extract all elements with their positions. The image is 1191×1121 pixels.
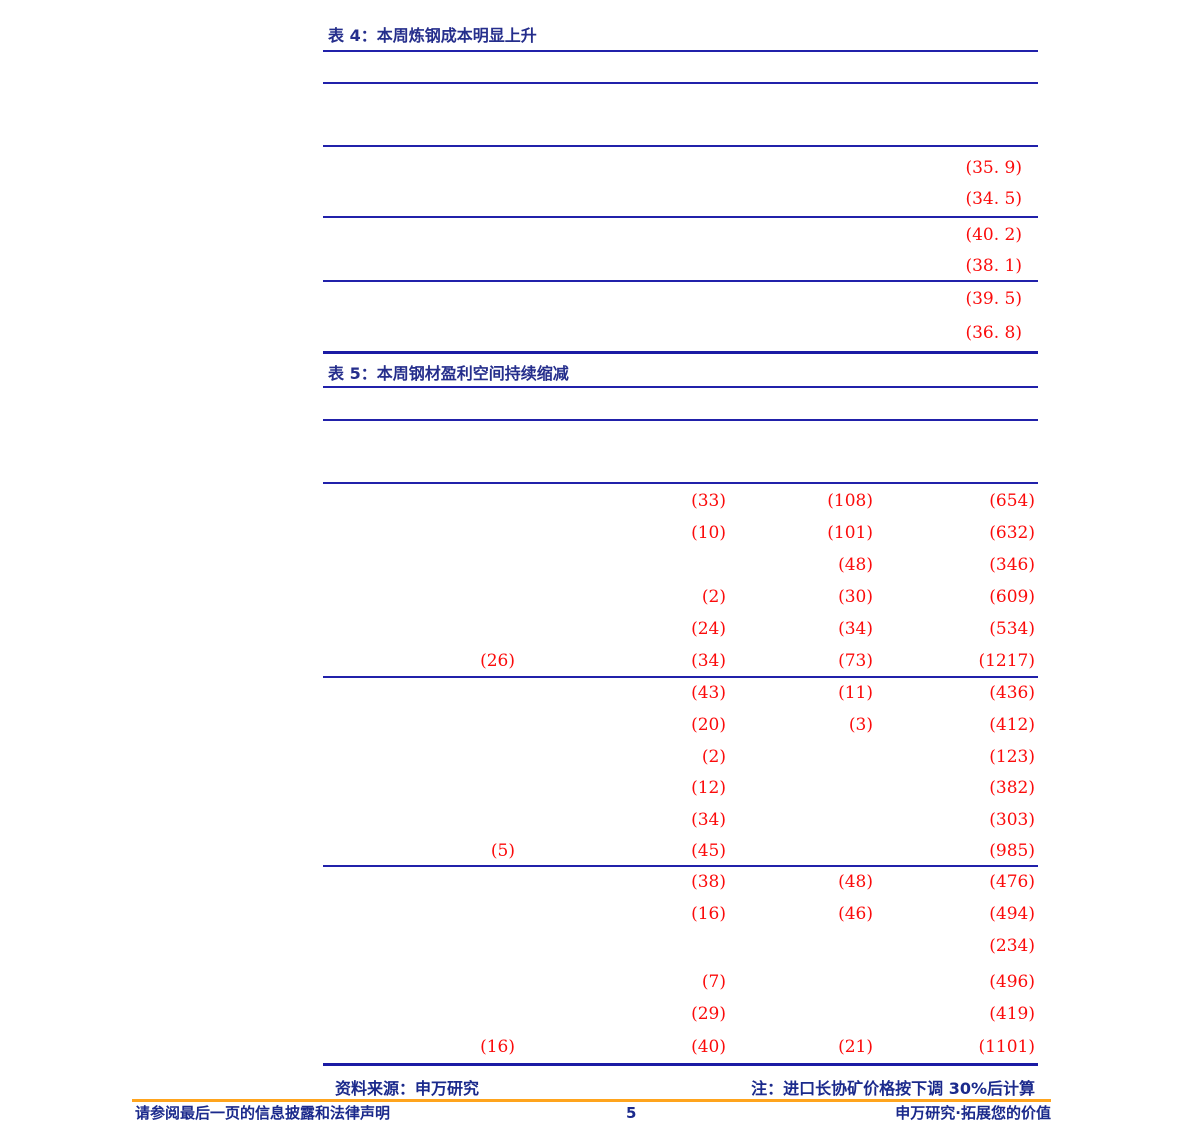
table5-cell: (16): [691, 904, 726, 924]
table5-cell: (38): [691, 872, 726, 892]
table5-cell: (609): [989, 587, 1035, 607]
table4-rule-subheader: [323, 145, 1038, 147]
page-number: 5: [626, 1104, 637, 1121]
table5-cell: (346): [989, 555, 1035, 575]
table5-cell: (11): [838, 683, 873, 703]
table5-cell: (12): [691, 778, 726, 798]
table5-cell: (24): [691, 619, 726, 639]
table4-value: (40. 2): [965, 225, 1022, 245]
table4-value: (35. 9): [965, 158, 1022, 178]
table5-cell: (46): [838, 904, 873, 924]
table5-cell: (43): [691, 683, 726, 703]
table5-cell: (494): [989, 904, 1035, 924]
table5-cell: (303): [989, 810, 1035, 830]
table5-cell: (7): [701, 972, 726, 992]
table5-title: 表 5：本周钢材盈利空间持续缩减: [328, 364, 569, 383]
table5-cell: (2): [701, 747, 726, 767]
table5-cell: (476): [989, 872, 1035, 892]
table5-cell: (412): [989, 715, 1035, 735]
table4-rule-header: [323, 82, 1038, 84]
table5-cell: (985): [989, 841, 1035, 861]
table5-cell: (3): [848, 715, 873, 735]
table5-cell: (1217): [978, 651, 1035, 671]
table5-cell: (34): [691, 651, 726, 671]
table5-rule-header1: [323, 419, 1038, 421]
table5-rule-group1: [323, 676, 1038, 678]
table5-cell: (436): [989, 683, 1035, 703]
table5-cell: (48): [838, 555, 873, 575]
table5-rule-bottom: [323, 1063, 1038, 1066]
table5-cell: (123): [989, 747, 1035, 767]
table5-cell: (10): [691, 523, 726, 543]
table5-cell: (1101): [978, 1037, 1035, 1057]
table5-cell: (2): [701, 587, 726, 607]
table5-cell: (30): [838, 587, 873, 607]
table5-cell: (632): [989, 523, 1035, 543]
table4-value: (36. 8): [965, 323, 1022, 343]
table5-rule-top: [323, 386, 1038, 388]
source-label: 资料来源：申万研究: [335, 1079, 480, 1098]
table5-cell: (108): [827, 491, 873, 511]
table5-cell: (21): [838, 1037, 873, 1057]
table5-cell: (73): [838, 651, 873, 671]
table5-cell: (20): [691, 715, 726, 735]
table5-cell: (33): [691, 491, 726, 511]
table4-rule-bottom: [323, 351, 1038, 354]
table5-cell: (101): [827, 523, 873, 543]
table5-cell: (16): [480, 1037, 515, 1057]
table5-cell: (419): [989, 1004, 1035, 1024]
footer-brand: 申万研究·拓展您的价值: [895, 1104, 1051, 1121]
table5-cell: (654): [989, 491, 1035, 511]
table5-cell: (496): [989, 972, 1035, 992]
table5-cell: (5): [490, 841, 515, 861]
note-label: 注：进口长协矿价格按下调 30%后计算: [751, 1079, 1035, 1098]
table5-cell: (34): [691, 810, 726, 830]
table4-title: 表 4：本周炼钢成本明显上升: [328, 26, 537, 45]
table5-cell: (45): [691, 841, 726, 861]
table4-rule-group1: [323, 216, 1038, 218]
table5-cell: (382): [989, 778, 1035, 798]
table4-value: (38. 1): [965, 256, 1022, 276]
footer-disclaimer: 请参阅最后一页的信息披露和法律声明: [135, 1104, 391, 1121]
table4-rule-top: [323, 50, 1038, 52]
table4-value: (39. 5): [965, 289, 1022, 309]
table5-cell: (534): [989, 619, 1035, 639]
table5-rule-group2: [323, 865, 1038, 867]
table4-rule-group2: [323, 280, 1038, 282]
table5-cell: (29): [691, 1004, 726, 1024]
table5-cell: (34): [838, 619, 873, 639]
table5-cell: (40): [691, 1037, 726, 1057]
table5-cell: (48): [838, 872, 873, 892]
table5-rule-header2: [323, 482, 1038, 484]
table4-value: (34. 5): [965, 189, 1022, 209]
table5-cell: (26): [480, 651, 515, 671]
table5-cell: (234): [989, 936, 1035, 956]
footer-rule: [132, 1099, 1051, 1102]
